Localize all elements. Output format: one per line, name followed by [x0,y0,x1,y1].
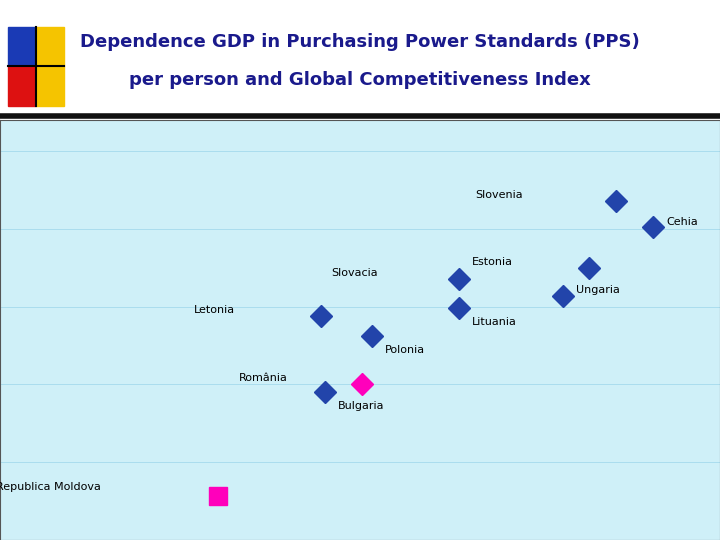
Text: Slovenia: Slovenia [475,191,523,200]
Bar [8,66,36,106]
Bar [8,27,36,66]
Text: Republica Moldova: Republica Moldova [0,482,101,492]
Bar [36,27,64,66]
Text: Cehia: Cehia [667,217,698,227]
Bar [36,66,64,106]
Text: Polonia: Polonia [385,345,426,355]
Text: Estonia: Estonia [472,258,513,267]
Text: Dependence GDP in Purchasing Power Standards (PPS): Dependence GDP in Purchasing Power Stand… [80,33,640,51]
Text: Bulgaria: Bulgaria [338,401,384,411]
Text: Ungaria: Ungaria [576,285,620,295]
Text: Letonia: Letonia [194,305,235,315]
Text: per person and Global Competitiveness Index: per person and Global Competitiveness In… [129,71,591,90]
Text: Slovacia: Slovacia [331,268,378,278]
Text: Lituania: Lituania [472,317,517,327]
Text: România: România [239,373,288,383]
